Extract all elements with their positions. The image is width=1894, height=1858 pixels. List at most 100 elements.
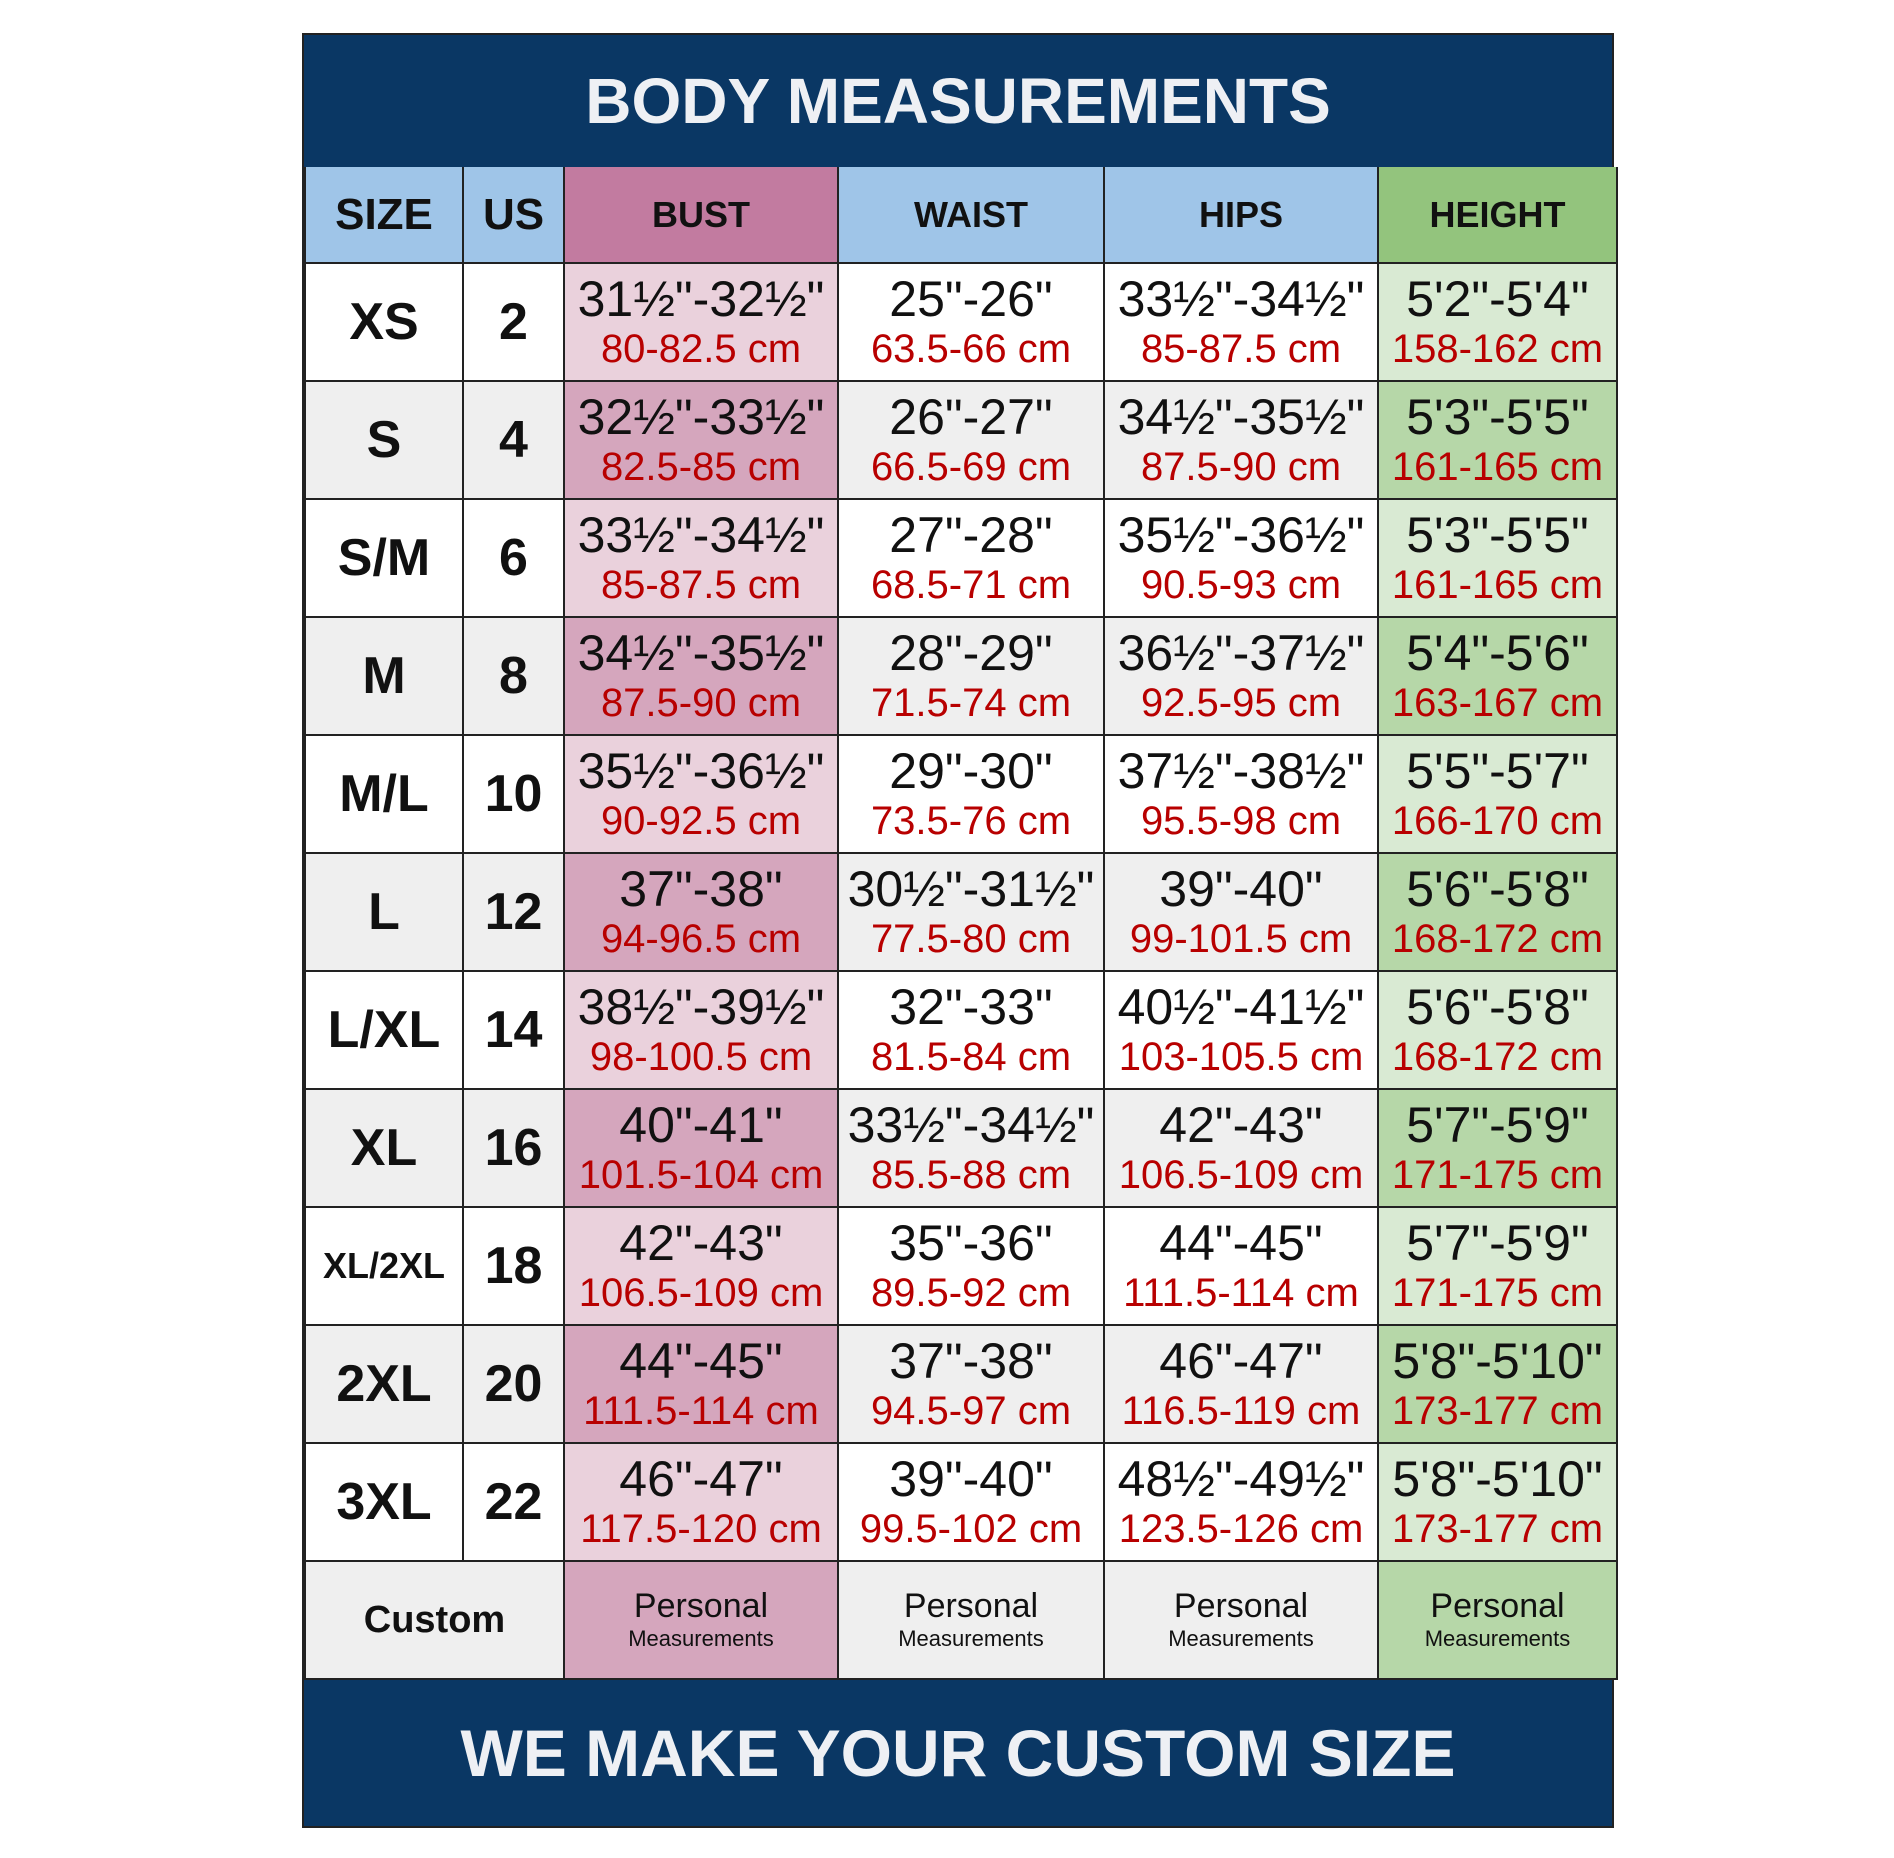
height-cell: 5'2"-5'4" 158-162 cm [1377, 262, 1618, 382]
height-inches: 5'6"-5'8" [1406, 979, 1589, 1035]
us-size-cell: 20 [462, 1324, 565, 1444]
bust-cm: 111.5-114 cm [583, 1389, 819, 1433]
hips-cell: 48½"-49½" 123.5-126 cm [1103, 1442, 1379, 1562]
bust-cm: 98-100.5 cm [589, 1035, 813, 1079]
size-chart: BODY MEASUREMENTS SIZE US BUST WAIST HIPS HEI… [302, 33, 1618, 1828]
waist-cell: 29"-30" 73.5-76 cm [837, 734, 1105, 854]
measurements-label: Measurements [1424, 1626, 1571, 1651]
size-cell: L [304, 852, 464, 972]
height-inches: 5'7"-5'9" [1406, 1215, 1589, 1271]
hips-inches: 36½"-37½" [1117, 625, 1365, 681]
bust-cell: 42"-43" 106.5-109 cm [563, 1206, 839, 1326]
table-row: S 4 32½"-33½" 82.5-85 cm 26"-27" 66.5-69 cm 34… [304, 380, 1618, 500]
hips-cell: 35½"-36½" 90.5-93 cm [1103, 498, 1379, 618]
waist-cell: 28"-29" 71.5-74 cm [837, 616, 1105, 736]
us-size-cell: 10 [462, 734, 565, 854]
measurements-label: Measurements [1168, 1626, 1314, 1651]
waist-cell: 37"-38" 94.5-97 cm [837, 1324, 1105, 1444]
table-row: 3XL 22 46"-47" 117.5-120 cm 39"-40" 99.5-102 … [304, 1442, 1618, 1562]
personal-measurements-cell: Personal Measurements [563, 1560, 839, 1680]
waist-cm: 77.5-80 cm [870, 917, 1072, 961]
bust-inches: 42"-43" [619, 1215, 783, 1271]
table-row: L 12 37"-38" 94-96.5 cm 30½"-31½" 77.5-80 cm 3… [304, 852, 1618, 972]
height-cell: 5'6"-5'8" 168-172 cm [1377, 852, 1618, 972]
table-row: M 8 34½"-35½" 87.5-90 cm 28"-29" 71.5-74 cm 36… [304, 616, 1618, 736]
waist-inches: 28"-29" [889, 625, 1053, 681]
personal-label: Personal [903, 1587, 1039, 1625]
height-inches: 5'5"-5'7" [1406, 743, 1589, 799]
waist-cell: 30½"-31½" 77.5-80 cm [837, 852, 1105, 972]
height-cm: 173-177 cm [1391, 1389, 1604, 1433]
hips-inches: 37½"-38½" [1117, 743, 1365, 799]
waist-cell: 32"-33" 81.5-84 cm [837, 970, 1105, 1090]
hips-cm: 99-101.5 cm [1129, 917, 1353, 961]
height-cell: 5'3"-5'5" 161-165 cm [1377, 498, 1618, 618]
us-size-cell: 2 [462, 262, 565, 382]
bust-cell: 31½"-32½" 80-82.5 cm [563, 262, 839, 382]
size-cell: 2XL [304, 1324, 464, 1444]
custom-row: Custom Personal Measurements Personal Measur… [304, 1560, 1618, 1680]
hips-inches: 39"-40" [1159, 861, 1323, 917]
table-row: XL 16 40"-41" 101.5-104 cm 33½"-34½" 85.5-88 … [304, 1088, 1618, 1208]
size-cell: S/M [304, 498, 464, 618]
bust-cell: 37"-38" 94-96.5 cm [563, 852, 839, 972]
table-row: L/XL 14 38½"-39½" 98-100.5 cm 32"-33" 81.5-84… [304, 970, 1618, 1090]
waist-cm: 94.5-97 cm [870, 1389, 1072, 1433]
size-cell: XL/2XL [304, 1206, 464, 1326]
height-cell: 5'6"-5'8" 168-172 cm [1377, 970, 1618, 1090]
chart-title: BODY MEASUREMENTS [304, 35, 1612, 167]
bust-cell: 40"-41" 101.5-104 cm [563, 1088, 839, 1208]
waist-inches: 25"-26" [889, 271, 1053, 327]
bust-cm: 87.5-90 cm [600, 681, 802, 725]
height-cm: 171-175 cm [1391, 1271, 1604, 1315]
column-header-bust: BUST [563, 167, 839, 264]
custom-label: Custom [304, 1560, 565, 1680]
waist-inches: 27"-28" [889, 507, 1053, 563]
column-header-hips: HIPS [1103, 167, 1379, 264]
hips-cm: 90.5-93 cm [1140, 563, 1342, 607]
waist-cm: 81.5-84 cm [870, 1035, 1072, 1079]
bust-inches: 31½"-32½" [577, 271, 825, 327]
measurements-label: Measurements [898, 1626, 1044, 1651]
height-cell: 5'8"-5'10" 173-177 cm [1377, 1442, 1618, 1562]
us-size-cell: 12 [462, 852, 565, 972]
column-header-waist: WAIST [837, 167, 1105, 264]
height-inches: 5'8"-5'10" [1392, 1333, 1603, 1389]
waist-cm: 71.5-74 cm [870, 681, 1072, 725]
hips-inches: 40½"-41½" [1117, 979, 1365, 1035]
height-inches: 5'6"-5'8" [1406, 861, 1589, 917]
hips-cell: 36½"-37½" 92.5-95 cm [1103, 616, 1379, 736]
us-size-cell: 6 [462, 498, 565, 618]
height-cell: 5'8"-5'10" 173-177 cm [1377, 1324, 1618, 1444]
table-row: S/M 6 33½"-34½" 85-87.5 cm 27"-28" 68.5-71 cm… [304, 498, 1618, 618]
hips-inches: 46"-47" [1159, 1333, 1323, 1389]
waist-cm: 89.5-92 cm [870, 1271, 1072, 1315]
height-cm: 161-165 cm [1391, 445, 1604, 489]
height-cm: 163-167 cm [1391, 681, 1604, 725]
waist-cm: 63.5-66 cm [870, 327, 1072, 371]
size-cell: L/XL [304, 970, 464, 1090]
height-inches: 5'3"-5'5" [1406, 389, 1589, 445]
hips-cell: 40½"-41½" 103-105.5 cm [1103, 970, 1379, 1090]
hips-cm: 85-87.5 cm [1140, 327, 1342, 371]
waist-cm: 73.5-76 cm [870, 799, 1072, 843]
hips-inches: 42"-43" [1159, 1097, 1323, 1153]
hips-cell: 44"-45" 111.5-114 cm [1103, 1206, 1379, 1326]
hips-cell: 39"-40" 99-101.5 cm [1103, 852, 1379, 972]
hips-inches: 34½"-35½" [1117, 389, 1365, 445]
waist-inches: 37"-38" [889, 1333, 1053, 1389]
bust-cell: 32½"-33½" 82.5-85 cm [563, 380, 839, 500]
bust-cell: 38½"-39½" 98-100.5 cm [563, 970, 839, 1090]
column-header-us: US [462, 167, 565, 264]
hips-cm: 123.5-126 cm [1118, 1507, 1364, 1551]
header-row: SIZE US BUST WAIST HIPS HEIGHT [304, 167, 1618, 264]
personal-measurements-cell: Personal Measurements [837, 1560, 1105, 1680]
hips-cm: 95.5-98 cm [1140, 799, 1342, 843]
us-size-cell: 16 [462, 1088, 565, 1208]
us-size-cell: 4 [462, 380, 565, 500]
bust-inches: 35½"-36½" [577, 743, 825, 799]
hips-cm: 116.5-119 cm [1121, 1389, 1361, 1433]
bust-cm: 106.5-109 cm [578, 1271, 824, 1315]
bust-cm: 94-96.5 cm [600, 917, 802, 961]
hips-inches: 48½"-49½" [1117, 1451, 1365, 1507]
